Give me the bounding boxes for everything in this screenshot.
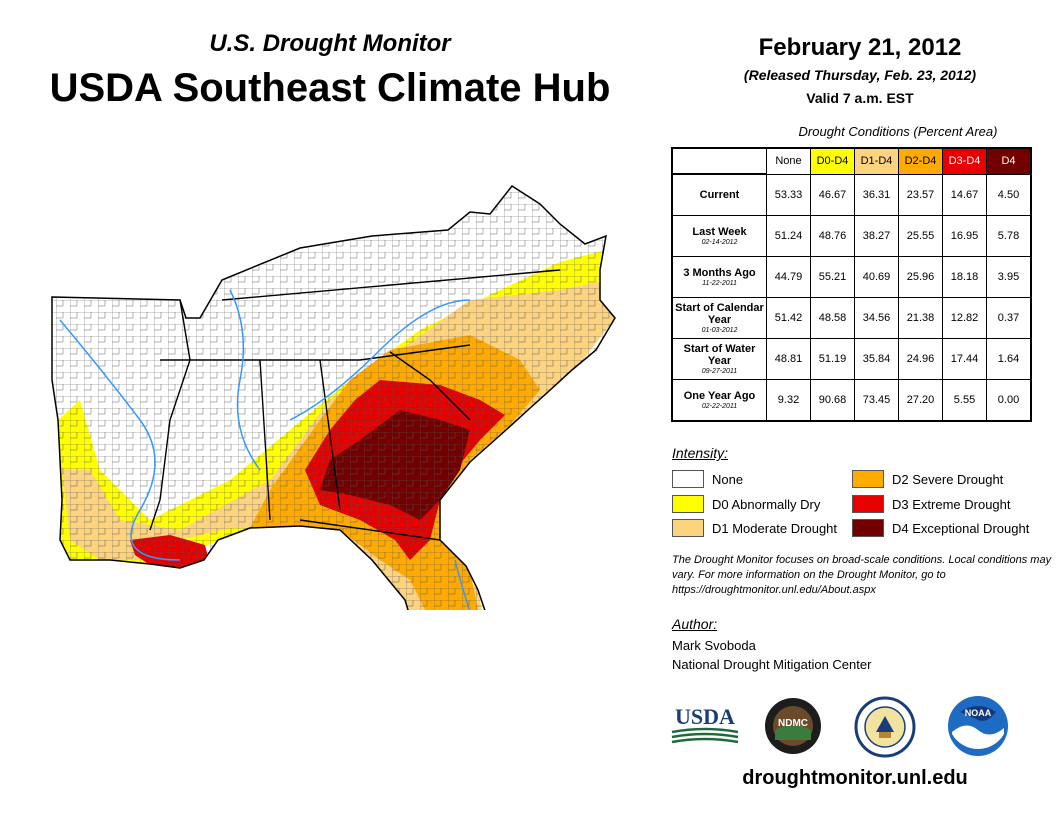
table-cell: 90.68 [810,379,855,422]
table-cell: 53.33 [766,173,811,216]
table-cell: 24.96 [898,338,943,380]
column-header: D1-D4 [854,147,899,175]
table-cell: 34.56 [854,297,899,339]
state-lines [149,269,561,541]
legend-item-d4: D4 Exceptional Drought [852,519,1029,537]
table-cell: 55.21 [810,256,855,298]
table-cell: 21.38 [898,297,943,339]
author-heading: Author: [672,616,718,632]
table-cell: 18.18 [942,256,987,298]
legend-label: D4 Exceptional Drought [892,520,1030,536]
usda-logo: USDA [671,704,739,744]
drought-areas [51,185,616,610]
table-row: 3 Months Ago 11-22-2011 44.79 55.21 40.69… [671,256,1032,298]
legend-item-d3: D3 Extreme Drought [852,495,1011,513]
rivers [59,289,471,610]
legend-label: D0 Abnormally Dry [712,496,821,512]
legend-item-d0: D0 Abnormally Dry [672,495,820,513]
table-caption: Drought Conditions (Percent Area) [798,124,998,139]
author-name: Mark Svoboda [672,638,756,653]
table-cell: 27.20 [898,379,943,422]
valid-date: February 21, 2012 [758,34,962,61]
table-cell: 73.45 [854,379,899,422]
table-cell: 51.24 [766,215,811,257]
table-corner [672,148,767,175]
table-cell: 40.69 [854,256,899,298]
legend-swatch [852,470,884,488]
table-row: Current 53.33 46.67 36.31 23.57 14.67 4.… [671,173,1032,216]
legend-swatch [852,519,884,537]
table-cell: 25.55 [898,215,943,257]
table-cell: 1.64 [986,338,1032,380]
row-header: Last Week 02-14-2012 [671,215,767,257]
legend-label: D3 Extreme Drought [892,496,1011,512]
legend-swatch [672,519,704,537]
table-cell: 38.27 [854,215,899,257]
legend-item-d2: D2 Severe Drought [852,470,1003,488]
table-cell: 9.32 [766,379,811,422]
valid-time: Valid 7 a.m. EST [806,90,914,106]
column-header: D0-D4 [810,147,855,175]
release-date: (Released Thursday, Feb. 23, 2012) [743,67,977,83]
legend-label: D2 Severe Drought [892,471,1004,487]
table-row: Start of Calendar Year 01-03-2012 51.42 4… [671,297,1032,339]
table-cell: 23.57 [898,173,943,216]
table-cell: 17.44 [942,338,987,380]
table-cell: 46.67 [810,173,855,216]
legend-title: Intensity: [672,445,729,461]
table-cell: 5.55 [942,379,987,422]
author-organization: National Drought Mitigation Center [672,657,872,672]
website-url[interactable]: droughtmonitor.unl.edu [742,767,968,789]
table-row: Start of Water Year 09-27-2011 48.81 51.1… [671,338,1032,380]
table-cell: 36.31 [854,173,899,216]
table-cell: 48.58 [810,297,855,339]
row-header: Start of Water Year 09-27-2011 [671,338,767,380]
legend-swatch [672,470,704,488]
row-header: Current [671,173,767,216]
legend-swatch [672,495,704,513]
table-cell: 4.50 [986,173,1032,216]
map-title: USDA Southeast Climate Hub [49,66,611,110]
table-cell: 12.82 [942,297,987,339]
table-cell: 16.95 [942,215,987,257]
table-row: Last Week 02-14-2012 51.24 48.76 38.27 25… [671,215,1032,257]
table-cell: 35.84 [854,338,899,380]
table-cell: 25.96 [898,256,943,298]
legend-swatch [852,495,884,513]
column-header: D3-D4 [942,147,987,175]
ndmc-logo: NDMC [765,698,821,754]
drought-map [51,185,616,610]
row-header: One Year Ago 02-22-2011 [671,379,767,422]
map-subtitle: U.S. Drought Monitor [209,30,451,57]
noaa-logo: NOAA [948,696,1008,756]
noaa-logo-text: NOAA [965,708,992,718]
row-header: Start of Calendar Year 01-03-2012 [671,297,767,339]
commerce-seal-logo [854,696,916,758]
column-header: D2-D4 [898,147,943,175]
ndmc-logo-text: NDMC [778,718,808,729]
table-cell: 48.81 [766,338,811,380]
table-cell: 48.76 [810,215,855,257]
table-cell: 0.37 [986,297,1032,339]
row-header: 3 Months Ago 11-22-2011 [671,256,767,298]
legend-label: D1 Moderate Drought [712,520,838,536]
table-row: One Year Ago 02-22-2011 9.32 90.68 73.45 … [671,379,1032,422]
table-cell: 51.19 [810,338,855,380]
table-cell: 44.79 [766,256,811,298]
table-cell: 0.00 [986,379,1032,422]
table-cell: 3.95 [986,256,1032,298]
drought-conditions-table: None D0-D4 D1-D4 D2-D4 D3-D4 D4 Current … [671,147,1032,422]
legend-item-none: None [672,470,743,488]
table-cell: 14.67 [942,173,987,216]
legend-item-d1: D1 Moderate Drought [672,519,837,537]
column-header: D4 [986,147,1032,175]
disclaimer-note: The Drought Monitor focuses on broad-sca… [672,554,1052,596]
usda-logo-text: USDA [675,704,735,729]
legend-label: None [712,471,744,487]
table-cell: 5.78 [986,215,1032,257]
column-header: None [766,147,811,175]
table-cell: 51.42 [766,297,811,339]
